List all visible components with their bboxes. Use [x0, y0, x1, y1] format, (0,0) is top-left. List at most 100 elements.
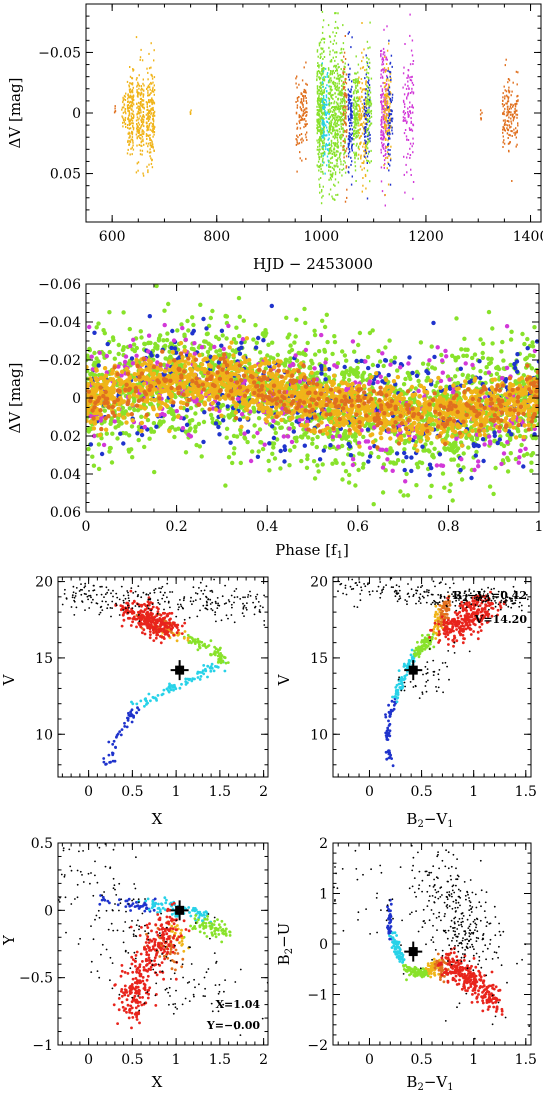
- data-point: [342, 108, 344, 111]
- data-point: [345, 111, 347, 114]
- data-point: [131, 122, 133, 125]
- data-point: [319, 118, 321, 121]
- data-point: [432, 366, 438, 371]
- data-point: [509, 126, 511, 129]
- data-point: [365, 83, 367, 86]
- data-point: [382, 146, 384, 149]
- data-point: [318, 112, 320, 115]
- data-point: [502, 99, 504, 102]
- data-point: [391, 93, 394, 96]
- data-point: [402, 111, 405, 114]
- data-point: [337, 193, 339, 196]
- data-point: [391, 117, 394, 120]
- data-point: [391, 132, 394, 135]
- data-point: [141, 115, 144, 118]
- data-point: [265, 353, 270, 358]
- data-point: [387, 161, 389, 164]
- data-point: [507, 137, 509, 139]
- data-point: [361, 132, 364, 135]
- data-point: [350, 133, 352, 136]
- data-point: [318, 110, 320, 113]
- data-point: [141, 130, 143, 133]
- data-point: [337, 165, 339, 168]
- data-point: [389, 72, 392, 75]
- data-point: [316, 73, 319, 76]
- data-point: [365, 88, 367, 91]
- data-point: [148, 67, 151, 70]
- data-point: [316, 87, 319, 90]
- data-point: [328, 122, 331, 125]
- data-point: [358, 82, 360, 85]
- data-point: [331, 150, 333, 153]
- data-point: [321, 82, 324, 85]
- data-point: [336, 120, 339, 123]
- data-point: [323, 78, 326, 81]
- data-point: [356, 82, 359, 85]
- data-point: [137, 110, 139, 113]
- data-point: [362, 66, 365, 69]
- data-point: [369, 86, 371, 89]
- data-point: [359, 87, 362, 90]
- data-point: [148, 110, 151, 113]
- data-point: [147, 94, 149, 97]
- data-point: [355, 85, 357, 87]
- data-point: [132, 407, 137, 413]
- data-point: [310, 437, 315, 442]
- data-point: [296, 141, 298, 144]
- data-point: [150, 73, 152, 76]
- data-point: [336, 26, 338, 29]
- data-point: [386, 49, 389, 52]
- data-point: [142, 444, 147, 450]
- data-point: [380, 119, 382, 122]
- data-point: [330, 178, 332, 181]
- data-point: [516, 95, 518, 98]
- data-point: [384, 204, 386, 207]
- data-point: [336, 139, 339, 142]
- data-point: [131, 146, 133, 149]
- data-point: [145, 135, 148, 138]
- data-point: [153, 114, 156, 117]
- data-point: [504, 107, 506, 110]
- data-point: [210, 360, 215, 365]
- x-tick-label: 1400: [513, 229, 543, 245]
- data-point: [278, 466, 283, 471]
- data-point: [362, 177, 364, 179]
- data-point: [94, 325, 99, 330]
- data-point: [367, 128, 369, 131]
- data-point: [350, 105, 352, 108]
- data-point: [366, 197, 369, 200]
- data-point: [480, 117, 482, 120]
- data-point: [334, 112, 336, 115]
- data-point: [128, 95, 130, 98]
- data-point: [321, 81, 324, 84]
- data-point: [364, 126, 366, 129]
- data-point: [148, 340, 153, 346]
- data-point: [431, 455, 436, 460]
- data-point: [292, 340, 297, 345]
- data-point: [132, 128, 135, 131]
- data-point: [128, 123, 131, 125]
- data-point: [253, 323, 258, 328]
- data-point: [335, 164, 337, 167]
- data-point: [127, 139, 129, 142]
- data-point: [272, 456, 278, 461]
- data-point: [368, 132, 370, 135]
- data-point: [328, 68, 330, 71]
- data-point: [519, 442, 524, 448]
- data-point: [326, 90, 328, 93]
- data-point: [337, 87, 339, 90]
- data-point: [344, 86, 346, 89]
- data-point: [410, 112, 412, 115]
- data-point: [127, 100, 129, 103]
- data-point: [347, 472, 352, 478]
- data-point: [297, 99, 299, 102]
- data-point: [352, 79, 355, 81]
- data-point: [299, 151, 301, 154]
- data-point: [363, 114, 365, 117]
- data-point: [353, 104, 355, 107]
- data-point: [319, 92, 321, 95]
- data-point: [236, 295, 242, 301]
- data-point: [115, 436, 120, 441]
- data-point: [335, 64, 337, 67]
- data-point: [363, 88, 365, 91]
